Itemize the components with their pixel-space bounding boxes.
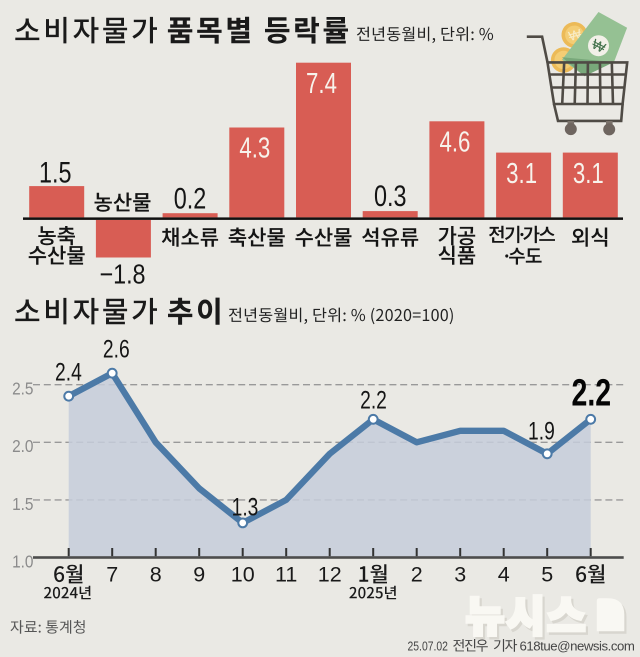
svg-text:5: 5 — [541, 563, 553, 587]
svg-text:10: 10 — [231, 563, 255, 587]
svg-text:1.5: 1.5 — [12, 495, 33, 514]
svg-text:12: 12 — [318, 563, 342, 587]
svg-text:7: 7 — [106, 563, 118, 587]
svg-text:−1.8: −1.8 — [99, 260, 145, 290]
svg-text:2.2: 2.2 — [571, 373, 611, 415]
svg-text:25.07.02: 25.07.02 — [408, 639, 448, 653]
svg-text:3: 3 — [454, 563, 466, 587]
svg-text:0.2: 0.2 — [174, 182, 207, 215]
svg-text:2.2: 2.2 — [360, 386, 387, 414]
svg-text:2: 2 — [411, 563, 423, 587]
svg-text:2.4: 2.4 — [55, 358, 82, 386]
svg-text:1.9: 1.9 — [528, 417, 555, 445]
svg-text:0.3: 0.3 — [374, 179, 407, 212]
svg-text:4: 4 — [498, 563, 510, 587]
svg-text:618tue@newsis.com: 618tue@newsis.com — [520, 638, 635, 653]
svg-text:1.0: 1.0 — [12, 553, 33, 572]
svg-text:11: 11 — [275, 563, 297, 587]
svg-text:9: 9 — [193, 563, 205, 587]
svg-text:1.5: 1.5 — [39, 156, 72, 189]
svg-text:2.0: 2.0 — [12, 437, 33, 456]
svg-text:3.1: 3.1 — [573, 158, 604, 189]
svg-text:4.3: 4.3 — [239, 133, 270, 164]
svg-text:1.3: 1.3 — [232, 493, 259, 521]
svg-text:2.6: 2.6 — [103, 335, 130, 363]
svg-text:3.1: 3.1 — [506, 158, 537, 189]
svg-text:8: 8 — [150, 563, 162, 587]
svg-text:7.4: 7.4 — [306, 68, 337, 99]
svg-text:4.6: 4.6 — [439, 127, 470, 158]
svg-text:2.5: 2.5 — [12, 380, 33, 399]
